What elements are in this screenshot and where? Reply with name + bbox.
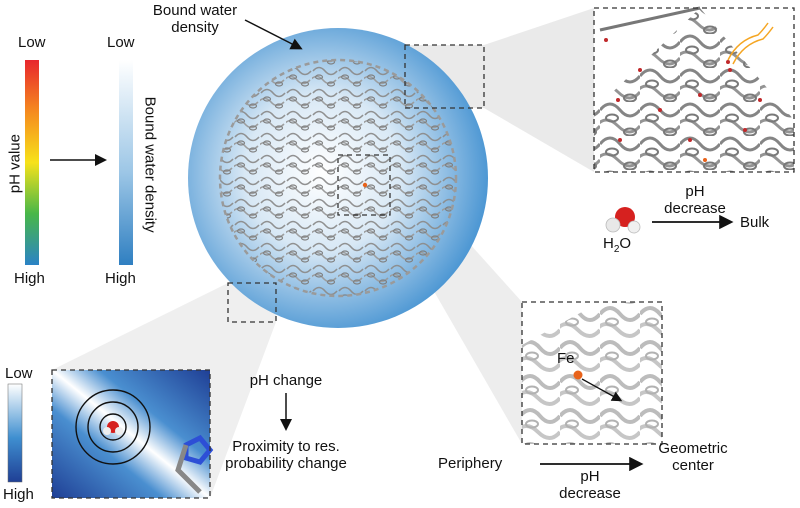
bottom-right-arrow-label: pH decrease [559, 468, 621, 503]
water-scale-bottom-label: High [105, 270, 136, 287]
zoom-panel-bottom-left [51, 369, 214, 499]
bulk-label: Bulk [740, 214, 770, 231]
small-scale-top-label: Low [5, 365, 33, 382]
small-scale-bottom-label: High [3, 486, 34, 503]
water-formula: H2O [603, 235, 632, 255]
top-right-arrow-label: pH decrease [664, 183, 726, 218]
zoom-wedge-top-right [405, 8, 594, 172]
geometric-center-label: Geometric center [658, 440, 728, 475]
selection-box-bottom-left [227, 282, 277, 323]
water-density-color-bar [119, 60, 133, 265]
periphery-label: Periphery [438, 455, 503, 472]
ph-scale-bottom-label: High [14, 270, 45, 287]
sphere-center-dot [362, 182, 368, 188]
ph-scale-top-label: Low [18, 34, 46, 51]
selection-box-top-right [404, 44, 485, 109]
water-molecule-icon [605, 207, 641, 234]
sphere-callout-label: Bound water density [152, 2, 238, 37]
zoom-panel-top-right [593, 6, 795, 173]
ph-color-bar [25, 60, 39, 265]
zoom-panel-bottom-right [521, 301, 663, 445]
fe-atom-label: Fe [557, 350, 575, 367]
proximity-change-label: Proximity to res. probability change [225, 438, 347, 473]
callout-arrow [244, 19, 303, 50]
water-scale-top-label: Low [107, 34, 135, 51]
ph-change-label: pH change [249, 372, 323, 389]
small-density-scale [7, 383, 23, 483]
selection-box-center [337, 154, 391, 216]
